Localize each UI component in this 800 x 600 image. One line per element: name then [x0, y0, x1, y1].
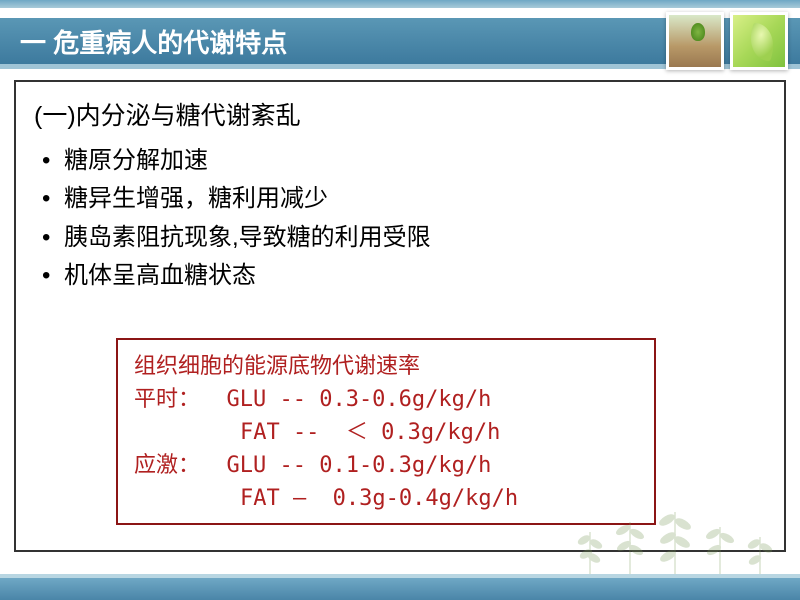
- sprout-photo-icon: [666, 12, 724, 70]
- top-accent-band: [0, 0, 800, 8]
- slide-title: 一 危重病人的代谢特点: [20, 23, 287, 60]
- rate-heading: 组织细胞的能源底物代谢速率: [134, 350, 638, 383]
- decorative-photos: [666, 12, 788, 70]
- content-box: (一)内分泌与糖代谢紊乱 糖原分解加速 糖异生增强，糖利用减少 胰岛素阻抗现象,…: [14, 80, 786, 552]
- subtitle: (一)内分泌与糖代谢紊乱: [34, 96, 766, 132]
- bullet-list: 糖原分解加速 糖异生增强，糖利用减少 胰岛素阻抗现象,导致糖的利用受限 机体呈高…: [40, 142, 766, 296]
- list-item: 机体呈高血糖状态: [40, 257, 766, 295]
- leaf-photo-icon: [730, 12, 788, 70]
- metabolic-rate-box: 组织细胞的能源底物代谢速率 平时： GLU -- 0.3-0.6g/kg/h F…: [116, 338, 656, 525]
- bottom-accent-band: [0, 578, 800, 600]
- list-item: 糖原分解加速: [40, 142, 766, 180]
- rate-line: FAT – 0.3g-0.4g/kg/h: [134, 482, 638, 515]
- list-item: 糖异生增强，糖利用减少: [40, 180, 766, 218]
- rate-line: FAT -- ＜ 0.3g/kg/h: [134, 416, 638, 449]
- list-item: 胰岛素阻抗现象,导致糖的利用受限: [40, 219, 766, 257]
- rate-line: 应激： GLU -- 0.1-0.3g/kg/h: [134, 449, 638, 482]
- rate-line: 平时： GLU -- 0.3-0.6g/kg/h: [134, 383, 638, 416]
